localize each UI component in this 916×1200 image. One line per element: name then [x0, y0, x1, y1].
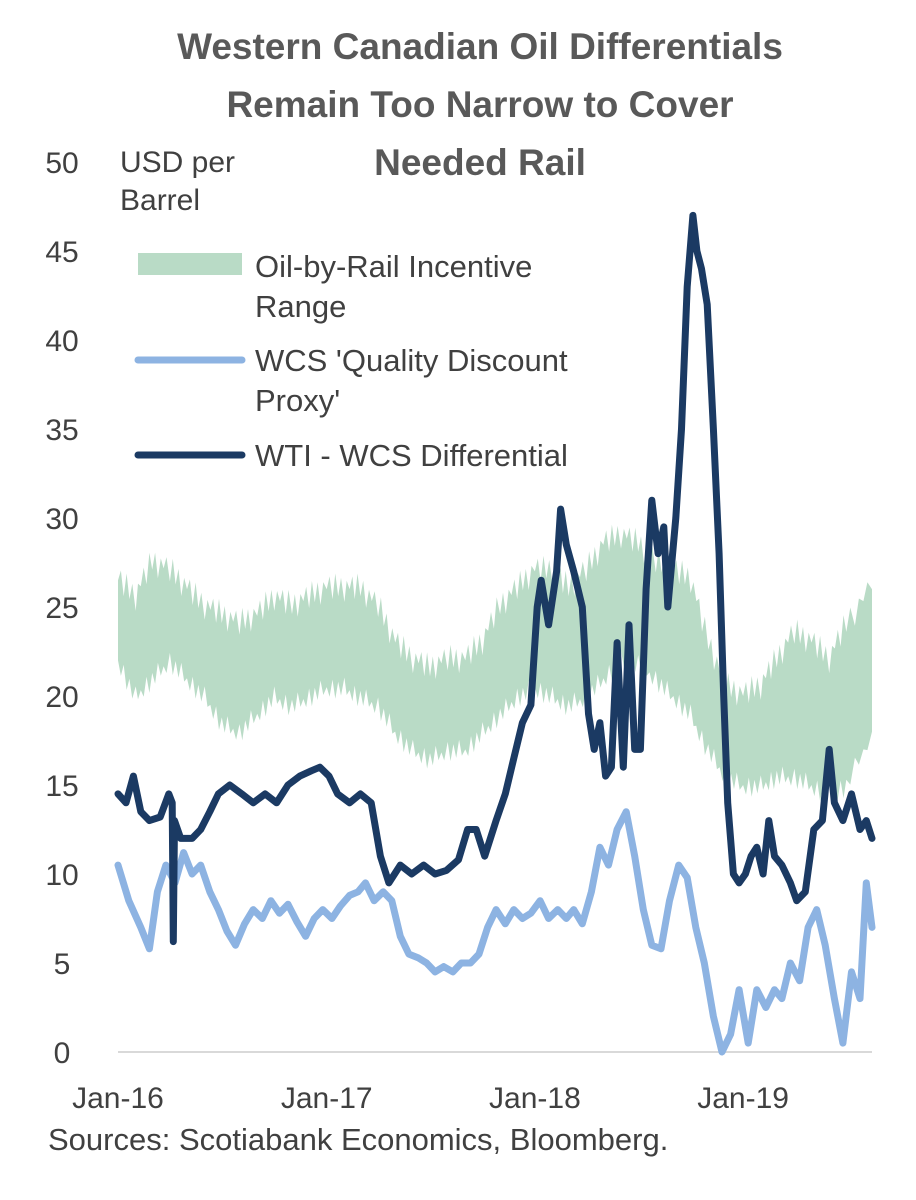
y-tick-label: 10: [45, 859, 78, 892]
x-tick-label: Jan-16: [72, 1082, 164, 1115]
legend: Oil-by-Rail Incentive Range WCS 'Quality D…: [134, 249, 568, 473]
y-axis-label-line: Barrel: [120, 184, 200, 217]
chart-title: Western Canadian Oil Differentials Remai…: [60, 18, 900, 192]
chart-title-line-1: Western Canadian Oil Differentials: [177, 26, 783, 67]
y-tick-label: 0: [54, 1037, 71, 1070]
y-tick-label: 25: [45, 592, 78, 625]
chart-title-line-3: Needed Rail: [374, 142, 586, 183]
x-axis: Jan-16 Jan-17 Jan-18 Jan-19: [72, 1051, 872, 1115]
y-tick-label: 40: [45, 325, 78, 358]
y-tick-label: 5: [54, 948, 71, 981]
band-oil-by-rail: [118, 524, 872, 802]
y-tick-label: 35: [45, 414, 78, 447]
chart-title-line-2: Remain Too Narrow to Cover: [226, 84, 734, 125]
series-wti-wcs-differential: [114, 211, 876, 946]
y-tick-label: 50: [45, 147, 78, 180]
y-axis: 0 5 10 15 20 25 30 35 40 45 50: [45, 147, 78, 1070]
legend-label-quality: Proxy': [255, 383, 340, 418]
y-tick-label: 15: [45, 770, 78, 803]
y-axis-label: USD per Barrel: [120, 146, 235, 217]
x-tick-label: Jan-19: [697, 1082, 789, 1115]
x-tick-label: Jan-17: [281, 1082, 373, 1115]
legend-label-band: Range: [255, 289, 346, 324]
y-tick-label: 45: [45, 236, 78, 269]
legend-label-quality: WCS 'Quality Discount: [255, 343, 568, 378]
legend-swatch-band: [138, 253, 242, 275]
y-tick-label: 20: [45, 681, 78, 714]
series-quality-discount: [114, 808, 876, 1056]
plot-area: [114, 211, 876, 1056]
legend-label-differential: WTI - WCS Differential: [255, 438, 568, 473]
x-tick-label: Jan-18: [489, 1082, 581, 1115]
y-axis-label-line: USD per: [120, 146, 235, 179]
source-note: Sources: Scotiabank Economics, Bloomberg…: [48, 1122, 669, 1157]
legend-label-band: Oil-by-Rail Incentive: [255, 249, 532, 284]
y-tick-label: 30: [45, 503, 78, 536]
